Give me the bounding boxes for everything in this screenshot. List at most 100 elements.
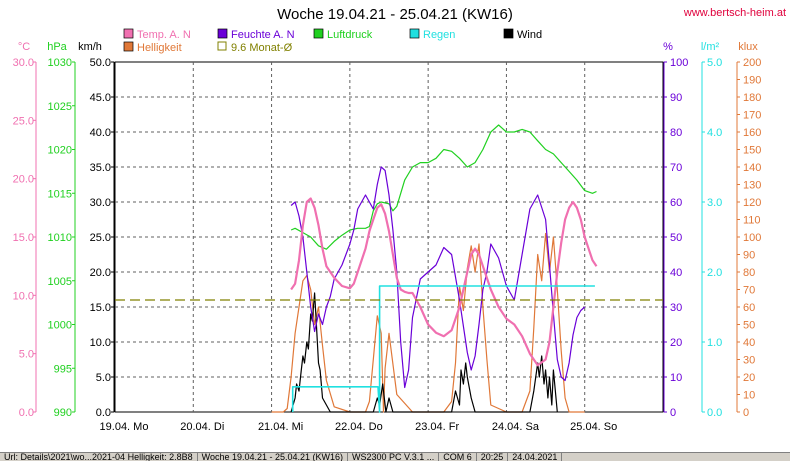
press-tick-label: 990	[54, 407, 72, 419]
legend-label: Helligkeit	[137, 42, 182, 54]
hum-tick-label: 100	[670, 57, 688, 69]
lux-tick-label: 190	[743, 75, 761, 87]
x-tick-label: 25.04. So	[570, 421, 617, 433]
legend-label: Temp. A. N	[137, 29, 191, 41]
hum-tick-label: 30	[670, 302, 682, 314]
lux-tick-label: 110	[743, 215, 761, 227]
legend-swatch	[503, 28, 514, 39]
press-tick-label: 995	[54, 363, 72, 375]
legend-swatch	[217, 41, 227, 51]
temp-tick-label: 30.0	[13, 57, 34, 69]
legend-swatch	[313, 28, 324, 39]
wind-tick-label: 25.0	[90, 232, 111, 244]
temp-axis-unit: °C	[18, 41, 30, 53]
hum-tick-label: 10	[670, 372, 682, 384]
x-tick-label: 24.04. Sa	[492, 421, 540, 433]
hum-tick-label: 20	[670, 337, 682, 349]
lux-tick-label: 40	[743, 337, 755, 349]
wind-axis-unit: km/h	[78, 41, 102, 53]
lux-tick-label: 90	[743, 250, 755, 262]
wind-tick-label: 5.0	[96, 372, 111, 384]
lux-tick-label: 160	[743, 127, 761, 139]
lux-tick-label: 60	[743, 302, 755, 314]
website-label[interactable]: www.bertsch-heim.at	[683, 7, 786, 19]
rain-tick-label: 3.0	[707, 197, 722, 209]
press-tick-label: 1000	[48, 320, 72, 332]
lux-tick-label: 20	[743, 372, 755, 384]
wind-tick-label: 50.0	[90, 57, 111, 69]
lux-tick-label: 100	[743, 232, 761, 244]
status-bar-field: 20:25	[477, 453, 509, 461]
lux-tick-label: 0	[743, 407, 749, 419]
temp-tick-label: 20.0	[13, 174, 34, 186]
x-tick-label: 20.04. Di	[180, 421, 224, 433]
hum-tick-label: 70	[670, 162, 682, 174]
temp-tick-label: 25.0	[13, 115, 34, 127]
press-axis-unit: hPa	[47, 41, 67, 53]
series-regen	[291, 285, 595, 413]
temp-tick-label: 10.0	[13, 290, 34, 302]
temp-tick-label: 15.0	[13, 232, 34, 244]
press-tick-label: 1030	[48, 57, 72, 69]
hum-tick-label: 90	[670, 92, 682, 104]
legend-label: Luftdruck	[327, 29, 373, 41]
rain-tick-label: 5.0	[707, 57, 722, 69]
wind-tick-label: 35.0	[90, 162, 111, 174]
rain-tick-label: 0.0	[707, 407, 722, 419]
legend-swatch	[123, 28, 134, 39]
lux-tick-label: 30	[743, 355, 755, 367]
lux-tick-label: 130	[743, 180, 761, 192]
lux-tick-label: 200	[743, 57, 761, 69]
rain-tick-label: 2.0	[707, 267, 722, 279]
x-tick-label: 23.04. Fr	[415, 421, 459, 433]
hum-tick-label: 80	[670, 127, 682, 139]
status-bar-field: COM 6	[439, 453, 477, 461]
status-bar: Url: Details\2021\wo...2021-04 Helligkei…	[0, 452, 790, 461]
lux-tick-label: 140	[743, 162, 761, 174]
status-bar-field: 24.04.2021	[508, 453, 563, 461]
legend-label: Feuchte A. N	[231, 29, 295, 41]
lux-tick-label: 150	[743, 145, 761, 157]
x-tick-label: 22.04. Do	[335, 421, 383, 433]
press-tick-label: 1025	[48, 101, 72, 113]
wind-tick-label: 45.0	[90, 92, 111, 104]
lux-axis-unit: klux	[738, 41, 758, 53]
x-axis: 19.04. Mo 20.04. Di 21.04. Mi 22.04. Do 23.0…	[100, 421, 618, 433]
wind-tick-label: 10.0	[90, 337, 111, 349]
x-tick-label: 19.04. Mo	[100, 421, 149, 433]
hum-tick-label: 50	[670, 232, 682, 244]
lux-tick-label: 170	[743, 110, 761, 122]
wind-tick-label: 30.0	[90, 197, 111, 209]
temp-tick-label: 0.0	[19, 407, 34, 419]
lux-tick-label: 80	[743, 267, 755, 279]
plot-area	[115, 124, 663, 413]
hum-tick-label: 0	[670, 407, 676, 419]
lux-tick-label: 50	[743, 320, 755, 332]
x-tick-label: 21.04. Mi	[258, 421, 303, 433]
legend-swatch	[123, 41, 134, 52]
lux-tick-label: 10	[743, 390, 755, 402]
lux-tick-label: 120	[743, 197, 761, 209]
status-bar-field: Url: Details\2021\wo...2021-04 Helligkei…	[0, 453, 198, 461]
wind-tick-label: 40.0	[90, 127, 111, 139]
rain-tick-label: 4.0	[707, 127, 722, 139]
hum-tick-label: 40	[670, 267, 682, 279]
press-tick-label: 1020	[48, 145, 72, 157]
legend-label: Wind	[517, 29, 542, 41]
rain-axis-unit: l/m²	[701, 41, 720, 53]
rain-tick-label: 1.0	[707, 337, 722, 349]
hum-axis-unit: %	[663, 41, 673, 53]
status-bar-field: Woche 19.04.21 - 25.04.21 (KW16)	[198, 453, 349, 461]
series-temp-a-n	[290, 197, 598, 367]
lux-tick-label: 70	[743, 285, 755, 297]
legend-swatch	[409, 28, 420, 39]
press-tick-label: 1015	[48, 188, 72, 200]
temp-tick-label: 5.0	[19, 349, 34, 361]
lux-tick-label: 180	[743, 92, 761, 104]
status-bar-field: WS2300 PC V.3.1 ...	[348, 453, 440, 461]
legend-swatch	[217, 28, 228, 39]
chart-title: Woche 19.04.21 - 25.04.21 (KW16)	[277, 6, 513, 23]
axes: °C0.05.010.015.020.025.030.0hPa990995100…	[13, 41, 762, 419]
legend-label: 9.6 Monat-Ø	[231, 42, 293, 54]
